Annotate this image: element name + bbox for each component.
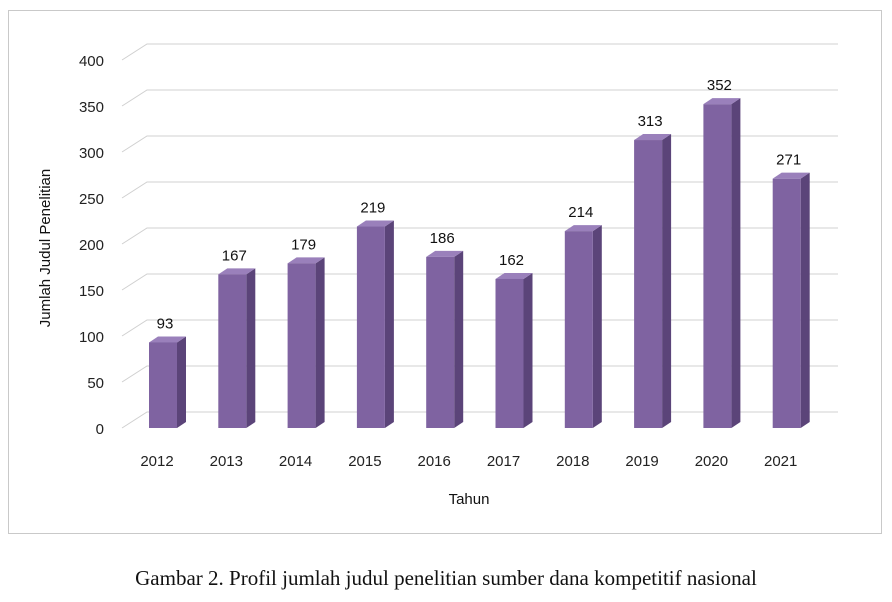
bar-side — [731, 98, 741, 428]
grid-line — [121, 273, 838, 291]
data-label: 93 — [157, 315, 174, 332]
x-axis-label: Tahun — [449, 491, 490, 508]
bar-side — [592, 225, 602, 428]
bar-top — [495, 272, 533, 279]
bars: 93 167 179 219 186 162 214 313 352 271 — [149, 77, 810, 429]
grid-line — [121, 227, 838, 245]
bar-front — [426, 256, 455, 428]
bar-side — [246, 268, 256, 428]
y-tick-label: 0 — [96, 421, 104, 438]
bar-top — [218, 268, 256, 275]
y-tick-label: 100 — [79, 329, 104, 346]
x-tick-label: 2015 — [348, 453, 381, 470]
bar-top — [287, 257, 325, 264]
bar-top — [703, 98, 741, 105]
grid-line — [121, 135, 838, 153]
data-label: 271 — [776, 152, 801, 169]
bar: 352 — [703, 77, 741, 428]
data-label: 352 — [707, 77, 732, 94]
y-tick-label: 150 — [79, 283, 104, 300]
y-tick-label: 300 — [79, 145, 104, 162]
bar-front — [634, 140, 663, 429]
bar: 186 — [426, 230, 464, 428]
bar-top — [634, 134, 672, 141]
bar-side — [454, 250, 464, 428]
data-label: 186 — [430, 230, 455, 247]
bar-front — [495, 278, 524, 428]
y-tick-label: 400 — [79, 53, 104, 70]
y-tick-label: 50 — [87, 375, 104, 392]
bar: 313 — [634, 113, 672, 429]
x-tick-label: 2016 — [418, 453, 451, 470]
x-tick-label: 2018 — [556, 453, 589, 470]
grid-line — [121, 365, 838, 383]
grid-lines — [121, 43, 838, 429]
bar-side — [662, 134, 672, 429]
bar-side — [177, 336, 186, 428]
bar: 214 — [564, 204, 602, 428]
bar-front — [772, 178, 801, 428]
x-tick-label: 2014 — [279, 453, 312, 470]
data-label: 214 — [568, 204, 593, 221]
data-label: 167 — [222, 247, 247, 264]
grid-line — [121, 89, 838, 107]
x-tick-label: 2021 — [764, 453, 797, 470]
bar-top — [149, 336, 186, 343]
x-tick-label: 2012 — [140, 453, 173, 470]
bar-side — [523, 272, 533, 428]
bar-side — [800, 172, 810, 428]
bar-front — [218, 274, 247, 428]
x-tick-label: 2017 — [487, 453, 520, 470]
bar-top — [772, 172, 810, 179]
data-label: 219 — [360, 200, 385, 217]
bar-front — [287, 263, 316, 428]
figure-caption: Gambar 2. Profil jumlah judul penelitian… — [135, 566, 757, 590]
x-tick-label: 2013 — [210, 453, 243, 470]
bar: 167 — [218, 247, 256, 428]
grid-line — [121, 43, 838, 61]
y-tick-label: 200 — [79, 237, 104, 254]
y-axis-label: Jumlah Judul Penelitian — [37, 169, 54, 327]
bar-top — [564, 225, 602, 232]
grid-line — [121, 411, 838, 429]
grid-line — [121, 181, 838, 199]
y-axis-ticks: 0 50 100 150 200 250 300 350 400 — [79, 53, 104, 438]
bar-front — [149, 342, 177, 428]
data-label: 179 — [291, 236, 316, 253]
y-tick-label: 350 — [79, 99, 104, 116]
bar-side — [315, 257, 325, 428]
bar: 93 — [149, 315, 186, 428]
bar: 271 — [772, 152, 810, 428]
y-tick-label: 250 — [79, 191, 104, 208]
bar-top — [426, 250, 464, 257]
x-axis-ticks: 2012 2013 2014 2015 2016 2017 2018 2019 2020 2021 — [140, 453, 797, 470]
grid-line — [121, 319, 838, 337]
bar-front — [703, 104, 732, 428]
x-tick-label: 2020 — [695, 453, 728, 470]
bar: 219 — [356, 200, 394, 428]
data-label: 162 — [499, 252, 524, 269]
bar-top — [356, 220, 394, 227]
data-label: 313 — [638, 113, 663, 130]
bar-front — [564, 231, 593, 428]
bar: 162 — [495, 252, 533, 428]
bar: 179 — [287, 236, 325, 428]
bar-front — [356, 226, 385, 428]
bar-side — [384, 220, 394, 428]
x-tick-label: 2019 — [625, 453, 658, 470]
